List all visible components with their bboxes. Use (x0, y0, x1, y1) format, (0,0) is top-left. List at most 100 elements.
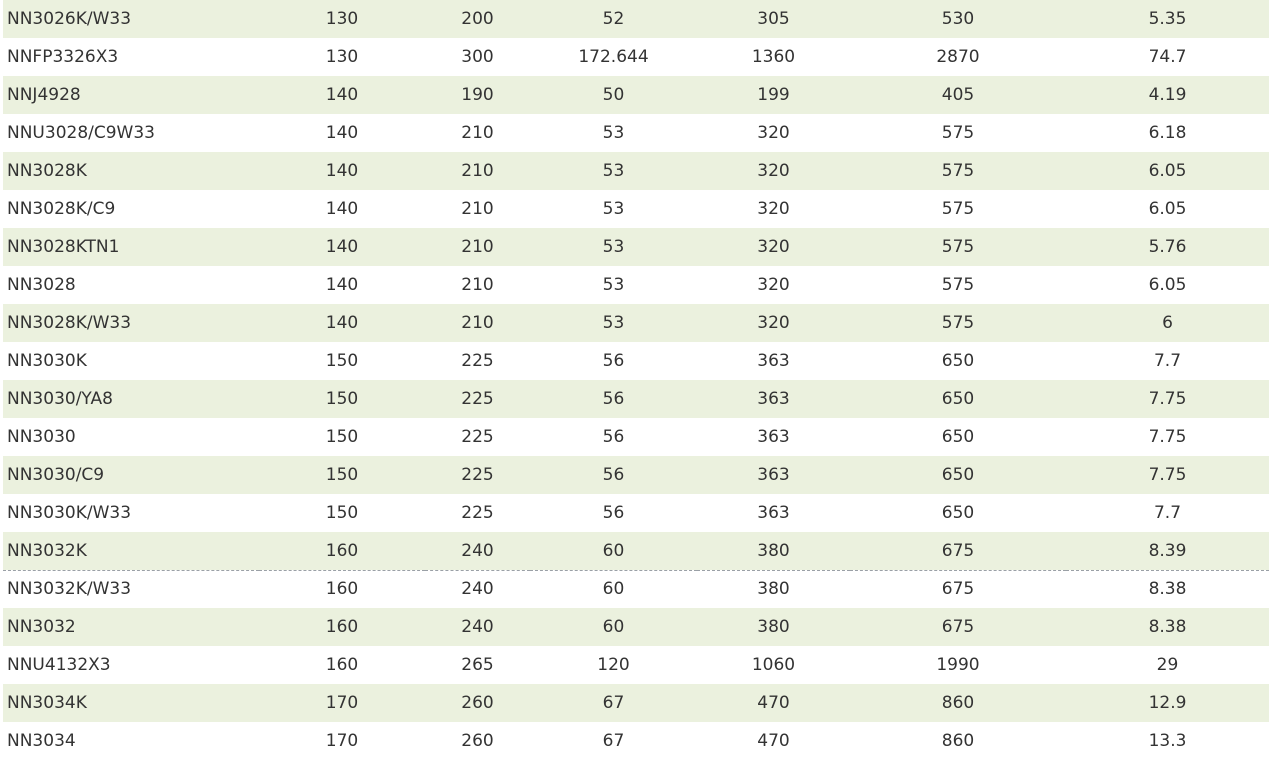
mass-cell: 6.05 (1148, 275, 1187, 295)
table-row: NNU4132X3 160 265 120 1060 1990 29 (3, 646, 1269, 684)
bore-cell: 160 (325, 579, 359, 600)
table-row: NN3030/C9 150 225 56 363 650 7.75 (3, 456, 1269, 494)
outer-diameter-cell: 260 (425, 684, 530, 722)
mass-cell: 74.7 (1148, 47, 1187, 67)
bore-cell: 140 (325, 123, 359, 143)
dynamic-load-cell: 380 (697, 532, 850, 571)
part-number-cell: NNU4132X3 (7, 655, 111, 675)
static-load-cell: 575 (850, 228, 1066, 266)
table-row: NN3032 160 240 60 380 675 8.38 (3, 608, 1269, 646)
table-row: NN3032K/W33 160 240 60 380 675 8.38 (3, 570, 1269, 608)
width-cell: 53 (602, 275, 625, 295)
mass-cell: 8.38 (1066, 608, 1269, 646)
static-load-cell: 530 (850, 0, 1066, 38)
part-number-cell: NN3030K/W33 (7, 503, 132, 523)
bore-cell: 130 (325, 47, 359, 67)
width-cell: 56 (602, 427, 625, 447)
bore-cell: 170 (325, 731, 359, 751)
outer-diameter-cell: 210 (461, 275, 494, 295)
dynamic-load-cell: 470 (697, 684, 850, 722)
bore-cell: 140 (259, 228, 425, 266)
static-load-cell: 650 (850, 380, 1066, 418)
outer-diameter-cell: 225 (425, 380, 530, 418)
mass-cell: 7.75 (1148, 427, 1187, 447)
dynamic-load-cell: 320 (757, 199, 790, 219)
outer-diameter-cell: 240 (425, 532, 530, 571)
part-number-cell: NN3028K/W33 (3, 304, 259, 342)
dynamic-load-cell: 380 (697, 608, 850, 646)
outer-diameter-cell: 240 (461, 579, 494, 600)
outer-diameter-cell: 200 (425, 0, 530, 38)
table-row: NN3030/YA8 150 225 56 363 650 7.75 (3, 380, 1269, 418)
static-load-cell: 675 (850, 532, 1066, 571)
width-cell: 53 (530, 152, 697, 190)
mass-cell: 13.3 (1148, 731, 1187, 751)
outer-diameter-cell: 240 (425, 608, 530, 646)
width-cell: 60 (530, 532, 697, 571)
table-row: NN3028KTN1 140 210 53 320 575 5.76 (3, 228, 1269, 266)
mass-cell: 4.19 (1066, 76, 1269, 114)
bore-cell: 140 (325, 275, 359, 295)
table-row: NN3030K/W33 150 225 56 363 650 7.7 (3, 494, 1269, 532)
part-number-cell: NN3032K/W33 (7, 579, 132, 600)
part-number-cell: NNJ4928 (3, 76, 259, 114)
bore-cell: 160 (325, 655, 359, 675)
static-load-cell: 650 (941, 503, 975, 523)
outer-diameter-cell: 300 (461, 47, 494, 67)
width-cell: 56 (530, 380, 697, 418)
width-cell: 67 (602, 731, 625, 751)
dynamic-load-cell: 320 (697, 228, 850, 266)
table-row: NN3032K 160 240 60 380 675 8.39 (3, 532, 1269, 571)
mass-cell: 8.38 (1148, 579, 1187, 600)
static-load-cell: 405 (850, 76, 1066, 114)
dynamic-load-cell: 363 (757, 427, 790, 447)
part-number-cell: NNFP3326X3 (7, 47, 119, 67)
static-load-cell: 575 (941, 123, 975, 143)
part-number-cell: NNU3028/C9W33 (7, 123, 155, 143)
part-number-cell: NN3028 (7, 275, 76, 295)
dynamic-load-cell: 363 (757, 503, 790, 523)
width-cell: 53 (530, 304, 697, 342)
width-cell: 53 (602, 199, 625, 219)
width-cell: 60 (602, 579, 625, 600)
mass-cell: 8.39 (1066, 532, 1269, 571)
mass-cell: 6.18 (1148, 123, 1187, 143)
mass-cell: 7.7 (1153, 503, 1182, 523)
mass-cell: 5.35 (1066, 0, 1269, 38)
mass-cell: 5.76 (1066, 228, 1269, 266)
table-row: NN3034 170 260 67 470 860 13.3 (3, 722, 1269, 760)
bore-cell: 160 (259, 608, 425, 646)
mass-cell: 29 (1156, 655, 1179, 675)
part-number-cell: NN3030/YA8 (3, 380, 259, 418)
width-cell: 52 (530, 0, 697, 38)
width-cell: 50 (530, 76, 697, 114)
part-number-cell: NN3032 (3, 608, 259, 646)
dynamic-load-cell: 320 (697, 152, 850, 190)
bearing-spec-table: NN3026K/W33 130 200 52 305 530 5.35 NNFP3326X3 1… (3, 0, 1269, 760)
outer-diameter-cell: 210 (425, 152, 530, 190)
table-row: NN3026K/W33 130 200 52 305 530 5.35 (3, 0, 1269, 38)
bore-cell: 140 (259, 152, 425, 190)
mass-cell: 7.75 (1066, 456, 1269, 494)
dynamic-load-cell: 1360 (751, 47, 796, 67)
static-load-cell: 650 (941, 427, 975, 447)
dynamic-load-cell: 363 (697, 456, 850, 494)
dynamic-load-cell: 199 (697, 76, 850, 114)
part-number-cell: NN3030 (7, 427, 76, 447)
table-body: NN3026K/W33 130 200 52 305 530 5.35 NNFP3326X3 1… (3, 0, 1269, 760)
dynamic-load-cell: 1060 (751, 655, 796, 675)
width-cell: 120 (597, 655, 630, 675)
outer-diameter-cell: 225 (461, 427, 494, 447)
mass-cell: 6 (1066, 304, 1269, 342)
mass-cell: 7.75 (1066, 380, 1269, 418)
table-row: NNFP3326X3 130 300 172.644 1360 2870 74.7 (3, 38, 1269, 76)
width-cell: 56 (530, 456, 697, 494)
part-number-cell: NN3034K (3, 684, 259, 722)
width-cell: 53 (530, 228, 697, 266)
static-load-cell: 860 (850, 684, 1066, 722)
mass-cell: 7.7 (1153, 351, 1182, 371)
mass-cell: 6.05 (1066, 152, 1269, 190)
static-load-cell: 575 (850, 152, 1066, 190)
part-number-cell: NN3028KTN1 (3, 228, 259, 266)
table-row: NN3034K 170 260 67 470 860 12.9 (3, 684, 1269, 722)
